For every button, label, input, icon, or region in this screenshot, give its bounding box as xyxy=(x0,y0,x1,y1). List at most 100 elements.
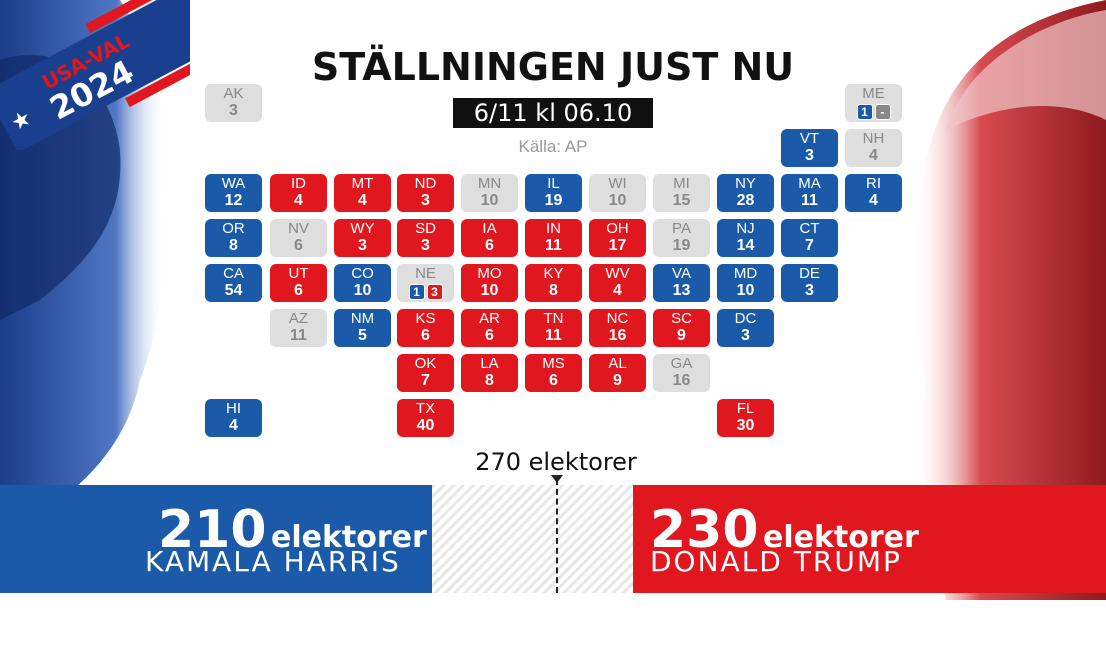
state-electoral-votes: 3 xyxy=(358,237,367,254)
state-abbr: ME xyxy=(862,85,885,102)
state-electoral-votes: 4 xyxy=(229,417,238,434)
state-electoral-votes: 15 xyxy=(672,192,691,209)
state-electoral-votes: 40 xyxy=(416,417,435,434)
state-tile-vt: VT 3 xyxy=(781,129,838,167)
state-abbr: MD xyxy=(733,265,758,282)
state-electoral-votes: 9 xyxy=(677,327,686,344)
state-tile-oh: OH 17 xyxy=(589,219,646,257)
state-abbr: CT xyxy=(799,220,820,237)
state-electoral-votes: 4 xyxy=(358,192,367,209)
split-vote: 1 xyxy=(856,104,873,120)
state-abbr: DC xyxy=(734,310,757,327)
state-tile-ia: IA 6 xyxy=(461,219,518,257)
state-electoral-votes: 10 xyxy=(480,192,499,209)
threshold-line xyxy=(556,479,558,593)
state-tile-ms: MS 6 xyxy=(525,354,582,392)
source-label: Källa: AP xyxy=(518,137,588,156)
trump-name: DONALD TRUMP xyxy=(650,545,902,578)
state-abbr: IN xyxy=(546,220,561,237)
state-abbr: DE xyxy=(799,265,820,282)
state-tile-nv: NV 6 xyxy=(270,219,327,257)
harris-total: 210 elektorer xyxy=(158,500,427,560)
state-tile-ks: KS 6 xyxy=(397,309,454,347)
state-electoral-votes: 3 xyxy=(421,237,430,254)
state-abbr: WV xyxy=(605,265,630,282)
harris-votes: 210 xyxy=(158,500,267,560)
state-tile-ga: GA 16 xyxy=(653,354,710,392)
split-vote: - xyxy=(874,104,891,120)
state-abbr: MT xyxy=(351,175,374,192)
state-electoral-votes: 11 xyxy=(545,237,562,254)
state-electoral-votes: 8 xyxy=(485,372,494,389)
state-tile-ne: NE 1 3 xyxy=(397,264,454,302)
threshold-arrow-icon xyxy=(551,475,563,483)
state-electoral-votes: 16 xyxy=(608,327,627,344)
state-tile-ak: AK 3 xyxy=(205,84,262,122)
state-tile-pa: PA 19 xyxy=(653,219,710,257)
timestamp: 6/11 kl 06.10 xyxy=(453,98,653,128)
state-abbr: WY xyxy=(350,220,375,237)
state-abbr: SC xyxy=(671,310,692,327)
state-tile-mt: MT 4 xyxy=(334,174,391,212)
state-tile-ky: KY 8 xyxy=(525,264,582,302)
state-tile-al: AL 9 xyxy=(589,354,646,392)
state-tile-va: VA 13 xyxy=(653,264,710,302)
state-electoral-votes: 7 xyxy=(421,372,430,389)
state-tile-mn: MN 10 xyxy=(461,174,518,212)
state-abbr: NV xyxy=(288,220,309,237)
state-abbr: MI xyxy=(673,175,690,192)
state-electoral-votes: 14 xyxy=(736,237,755,254)
state-electoral-votes: 12 xyxy=(224,192,243,209)
state-abbr: AL xyxy=(608,355,627,372)
state-electoral-votes: 6 xyxy=(294,282,303,299)
state-abbr: NH xyxy=(862,130,885,147)
state-electoral-votes: 11 xyxy=(801,192,818,209)
state-tile-nh: NH 4 xyxy=(845,129,902,167)
state-electoral-votes: 6 xyxy=(421,327,430,344)
state-electoral-votes: 16 xyxy=(672,372,691,389)
state-tile-de: DE 3 xyxy=(781,264,838,302)
state-abbr: ID xyxy=(291,175,306,192)
state-electoral-votes: 30 xyxy=(736,417,755,434)
state-tile-hi: HI 4 xyxy=(205,399,262,437)
state-electoral-votes: 9 xyxy=(613,372,622,389)
trump-total: 230 elektorer xyxy=(650,500,919,560)
page-title: STÄLLNINGEN JUST NU xyxy=(311,45,795,89)
state-electoral-votes: 54 xyxy=(224,282,243,299)
harris-unit: elektorer xyxy=(271,520,427,555)
threshold-label: 270 elektorer xyxy=(475,448,637,476)
state-electoral-votes: 10 xyxy=(608,192,627,209)
state-electoral-votes: 17 xyxy=(608,237,627,254)
state-electoral-votes: 3 xyxy=(229,102,238,119)
harris-name: KAMALA HARRIS xyxy=(145,545,401,578)
harris-bar xyxy=(0,485,432,593)
state-electoral-votes: 11 xyxy=(290,327,307,344)
state-tile-or: OR 8 xyxy=(205,219,262,257)
state-abbr: GA xyxy=(670,355,693,372)
state-abbr: NC xyxy=(606,310,629,327)
state-electoral-votes: 4 xyxy=(613,282,622,299)
split-vote: 1 xyxy=(408,284,425,300)
state-tile-wv: WV 4 xyxy=(589,264,646,302)
state-tile-az: AZ 11 xyxy=(270,309,327,347)
state-abbr: AR xyxy=(479,310,500,327)
state-abbr: MN xyxy=(477,175,502,192)
state-tile-ny: NY 28 xyxy=(717,174,774,212)
state-electoral-votes: 7 xyxy=(805,237,814,254)
state-abbr: MO xyxy=(477,265,502,282)
state-tile-sd: SD 3 xyxy=(397,219,454,257)
state-electoral-votes: 8 xyxy=(229,237,238,254)
state-tile-ma: MA 11 xyxy=(781,174,838,212)
state-abbr: VA xyxy=(672,265,691,282)
state-electoral-votes: 6 xyxy=(294,237,303,254)
state-electoral-votes: 6 xyxy=(485,327,494,344)
state-electoral-votes: 11 xyxy=(545,327,562,344)
state-abbr: SD xyxy=(415,220,436,237)
state-tile-tx: TX 40 xyxy=(397,399,454,437)
state-tile-wy: WY 3 xyxy=(334,219,391,257)
state-abbr: MS xyxy=(542,355,565,372)
state-abbr: KY xyxy=(543,265,564,282)
state-electoral-votes: 4 xyxy=(869,147,878,164)
state-split-votes: 1- xyxy=(845,102,902,121)
state-abbr: AZ xyxy=(288,310,309,327)
